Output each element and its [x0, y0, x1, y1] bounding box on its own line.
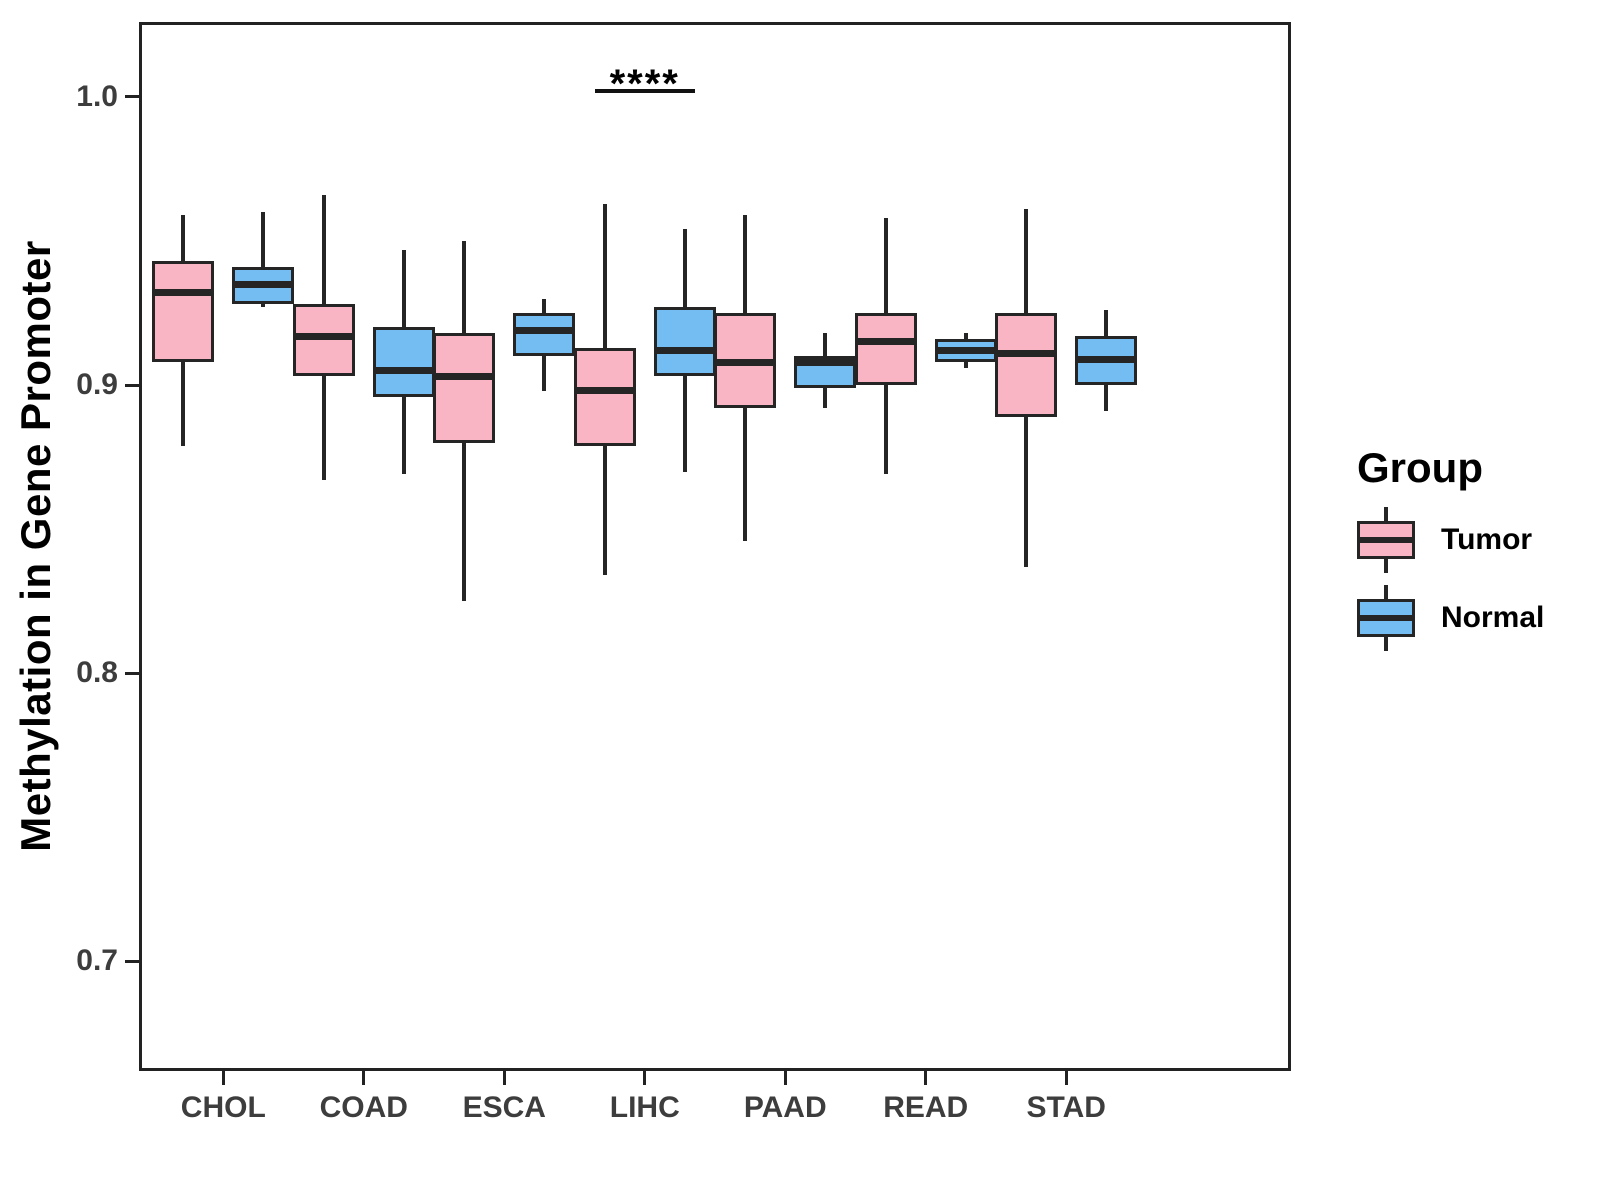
y-tick-label: 1.0 — [76, 79, 118, 113]
x-tick-label: CHOL — [180, 1091, 266, 1124]
median-tumor-STAD — [998, 349, 1055, 357]
significance-label: **** — [609, 62, 680, 107]
significance-line — [594, 89, 695, 94]
x-tick-label: PAAD — [743, 1091, 827, 1124]
x-tick-label: STAD — [1026, 1091, 1106, 1124]
median-normal-STAD — [1078, 355, 1135, 363]
median-normal-PAAD — [797, 358, 854, 366]
box-tumor-CHOL — [152, 261, 215, 363]
median-tumor-COAD — [295, 332, 352, 340]
legend-title: Group — [1357, 444, 1483, 491]
y-axis-title: Methylation in Gene Promoter — [12, 240, 59, 852]
y-tick-mark — [125, 959, 139, 963]
median-normal-READ — [937, 347, 994, 355]
legend: Group Tumor Normal — [1357, 444, 1544, 652]
x-tick-mark — [643, 1071, 647, 1085]
x-tick-mark — [221, 1071, 225, 1085]
key-median — [1360, 615, 1412, 621]
median-normal-COAD — [375, 367, 432, 375]
box-tumor-ESCA — [433, 333, 496, 443]
legend-item-tumor: Tumor — [1357, 506, 1544, 574]
median-normal-ESCA — [516, 326, 573, 334]
median-tumor-ESCA — [436, 372, 493, 380]
legend-label-normal: Normal — [1441, 601, 1545, 634]
median-tumor-LIHC — [576, 387, 633, 395]
y-tick-label: 0.8 — [76, 656, 118, 690]
median-normal-CHOL — [235, 280, 292, 288]
x-tick-mark — [783, 1071, 787, 1085]
median-normal-LIHC — [656, 347, 713, 355]
box-tumor-LIHC — [573, 347, 636, 446]
box-tumor-COAD — [292, 304, 355, 377]
tumor-boxplot-key-icon — [1357, 507, 1415, 573]
y-tick-mark — [125, 383, 139, 387]
x-tick-mark — [362, 1071, 366, 1085]
x-tick-label: READ — [883, 1091, 969, 1124]
x-tick-mark — [924, 1071, 928, 1085]
box-normal-COAD — [372, 327, 435, 397]
key-median — [1360, 537, 1412, 543]
y-tick-mark — [125, 95, 139, 99]
whisker-normal-CHOL — [261, 212, 266, 308]
box-tumor-READ — [854, 313, 917, 386]
x-tick-label: ESCA — [462, 1091, 546, 1124]
y-tick-mark — [125, 671, 139, 675]
plot-panel — [139, 22, 1291, 1071]
box-normal-LIHC — [653, 307, 716, 377]
normal-boxplot-key-icon — [1357, 585, 1415, 651]
y-tick-label: 0.9 — [76, 368, 118, 402]
x-tick-label: COAD — [319, 1091, 408, 1124]
x-tick-mark — [502, 1071, 506, 1085]
median-tumor-CHOL — [155, 289, 212, 297]
median-tumor-READ — [857, 338, 914, 346]
x-tick-label: LIHC — [609, 1091, 680, 1124]
median-tumor-PAAD — [717, 358, 774, 366]
box-tumor-STAD — [995, 313, 1058, 417]
legend-label-tumor: Tumor — [1441, 523, 1533, 556]
legend-item-normal: Normal — [1357, 584, 1544, 652]
y-tick-label: 0.7 — [76, 944, 118, 978]
box-normal-ESCA — [513, 313, 576, 357]
x-tick-mark — [1064, 1071, 1068, 1085]
